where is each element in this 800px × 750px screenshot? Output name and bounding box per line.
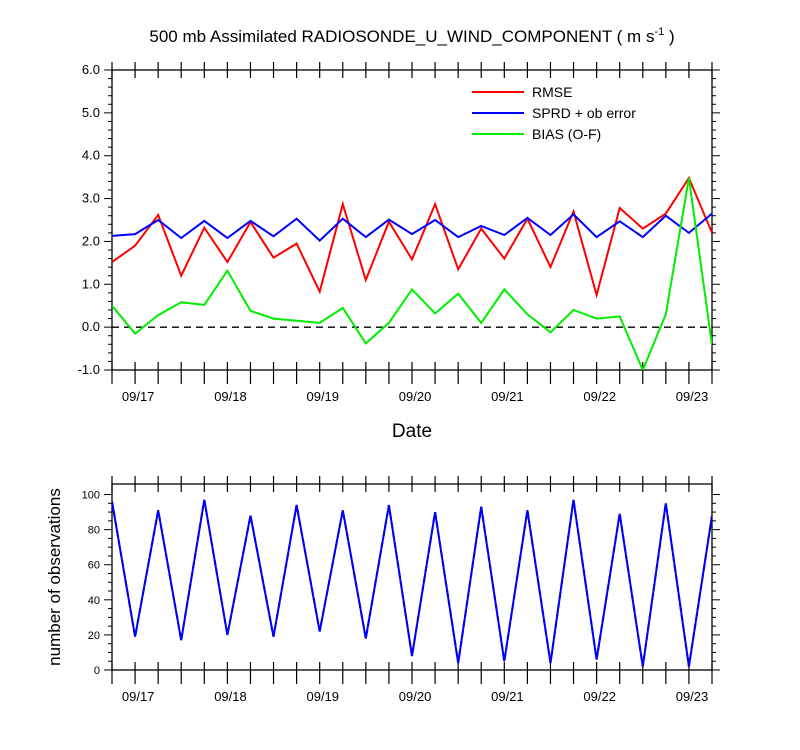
y-tick-label: 20 — [88, 630, 100, 642]
x-tick-label: 09/20 — [399, 389, 432, 404]
y-tick-label: 1.0 — [82, 276, 100, 291]
chart-title: 500 mb Assimilated RADIOSONDE_U_WIND_COM… — [149, 26, 674, 46]
bottom-panel: 0 20 40 60 80 100 09/17 09/18 09/19 09/20 09/21 09/… — [45, 476, 720, 704]
series-group — [112, 175, 712, 370]
y-tick-label: 3.0 — [82, 191, 100, 206]
legend: RMSE SPRD + ob error BIAS (O-F) — [472, 84, 636, 142]
x-tick-label: 09/19 — [306, 689, 339, 704]
x-tick-label: 09/22 — [583, 689, 616, 704]
x-tick-label: 09/18 — [214, 389, 247, 404]
title-main: 500 mb Assimilated RADIOSONDE_U_WIND_COM… — [149, 27, 654, 46]
series-line-bias-o-f — [112, 177, 712, 370]
title-superscript: -1 — [654, 26, 664, 38]
legend-entry: BIAS (O-F) — [532, 126, 601, 142]
top-panel: -1.0 0.0 1.0 2.0 3.0 4.0 5.0 6.0 09/17 09/18 09/19… — [78, 62, 720, 442]
series-line-assimilated — [112, 499, 712, 667]
x-tick-label: 09/17 — [122, 689, 155, 704]
y-tick-label: 5.0 — [82, 105, 100, 120]
y-tick-label: 6.0 — [82, 62, 100, 77]
y-tick-label: 0.0 — [82, 319, 100, 334]
y-tick-label: 40 — [88, 595, 100, 607]
x-tick-label: 09/23 — [676, 389, 709, 404]
x-tick-label: 09/19 — [306, 389, 339, 404]
series-line-rmse — [112, 175, 712, 299]
x-tick-label: 09/23 — [676, 689, 709, 704]
x-tick-label: 09/22 — [583, 389, 616, 404]
title-end: ) — [664, 27, 674, 46]
y-tick-label: 0 — [94, 665, 100, 677]
x-axis-label: Date — [392, 421, 432, 442]
y-tick-label: 80 — [88, 525, 100, 537]
series-group — [112, 499, 712, 667]
x-tick-label: 09/21 — [491, 389, 524, 404]
x-tick-label: 09/20 — [399, 689, 432, 704]
y-tick-label: 2.0 — [82, 233, 100, 248]
y-tick-label: 100 — [82, 490, 100, 502]
y-tick-label: 4.0 — [82, 148, 100, 163]
series-line-sprd-ob-error — [112, 212, 712, 242]
y-tick-label: -1.0 — [78, 362, 100, 377]
legend-entry: RMSE — [532, 84, 572, 100]
x-tick-label: 09/18 — [214, 689, 247, 704]
legend-entry: SPRD + ob error — [532, 105, 636, 121]
y-tick-label: 60 — [88, 560, 100, 572]
x-tick-label: 09/21 — [491, 689, 524, 704]
x-tick-label: 09/17 — [122, 389, 155, 404]
y-axis-label: number of observations — [45, 488, 64, 666]
